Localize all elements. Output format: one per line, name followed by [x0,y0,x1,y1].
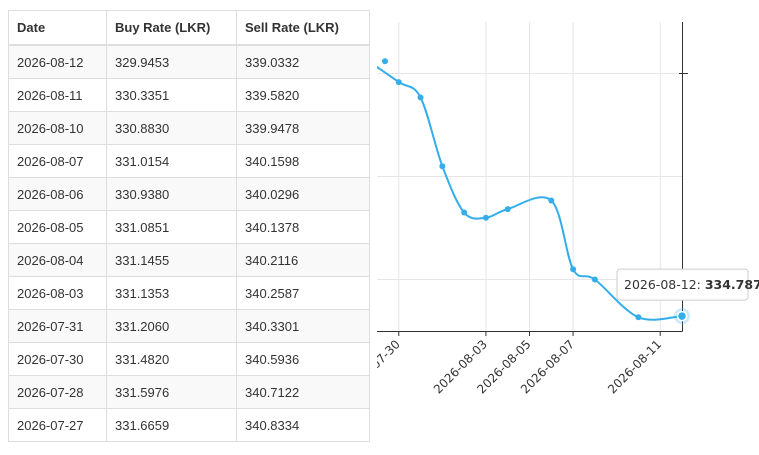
data-point [482,214,489,221]
header-buy-rate: Buy Rate (LKR) [106,10,237,46]
data-point [504,206,511,213]
rate-chart[interactable]: 2026-07-30 2026-08-03 2026-08-05 2026-08-07… [377,0,759,455]
cell-date: 2026-08-03 [8,276,107,310]
table-row: 2026-08-04 331.1455 340.2116 [8,243,370,277]
cell-buy-rate: 329.9453 [106,44,237,79]
table-row: 2026-08-11 330.3351 339.5820 [8,78,370,112]
table-row: 2026-07-28 331.5976 340.7122 [8,375,370,409]
tooltip-box [616,268,749,301]
data-point [395,79,402,86]
cell-date: 2026-08-11 [8,78,107,112]
cell-date: 2026-07-28 [8,375,107,409]
cell-sell-rate: 340.1598 [236,144,370,178]
table-row: 2026-08-05 331.0851 340.1378 [8,210,370,244]
tooltip-label: 2026-08-12: [624,277,705,292]
data-point [439,163,446,170]
cell-sell-rate: 339.9478 [236,111,370,145]
cell-buy-rate: 331.2060 [106,309,237,343]
x-tick-label: 2026-08-11 [605,337,664,396]
cell-buy-rate: 330.8830 [106,111,237,145]
hover-point [676,310,688,322]
table-row: 2026-07-27 331.6659 340.8334 [8,408,370,442]
cell-date: 2026-08-07 [8,144,107,178]
tooltip-text: 2026-08-12: 334.787 [624,277,759,292]
cell-date: 2026-08-06 [8,177,107,211]
cell-sell-rate: 340.5936 [236,342,370,376]
data-point [548,197,555,204]
x-tick-label: 2026-07-30 [377,337,403,396]
cell-sell-rate: 339.5820 [236,78,370,112]
cell-sell-rate: 340.7122 [236,375,370,409]
table-row: 2026-07-30 331.4820 340.5936 [8,342,370,376]
data-point [591,276,598,283]
table-row: 2026-08-06 330.9380 340.0296 [8,177,370,211]
cell-date: 2026-07-27 [8,408,107,442]
cell-buy-rate: 331.5976 [106,375,237,409]
cell-date: 2026-07-30 [8,342,107,376]
table-body: 2026-08-12 329.9453 339.0332 2026-08-11 330.… [8,44,370,442]
cell-sell-rate: 340.1378 [236,210,370,244]
cell-buy-rate: 331.1455 [106,243,237,277]
cell-buy-rate: 331.1353 [106,276,237,310]
cell-buy-rate: 330.9380 [106,177,237,211]
cell-date: 2026-08-12 [8,44,107,79]
table-row: 2026-07-31 331.2060 340.3301 [8,309,370,343]
table-row: 2026-08-12 329.9453 339.0332 [8,44,370,79]
tooltip-value: 334.787 [705,277,759,292]
table-row: 2026-08-07 331.0154 340.1598 [8,144,370,178]
chart-svg[interactable]: 2026-07-30 2026-08-032026-08-052026-08-07… [377,0,759,455]
cell-buy-rate: 331.0154 [106,144,237,178]
header-sell-rate: Sell Rate (LKR) [236,10,370,46]
cell-sell-rate: 340.8334 [236,408,370,442]
cell-buy-rate: 331.0851 [106,210,237,244]
cell-buy-rate: 331.4820 [106,342,237,376]
data-point [570,266,577,273]
table-header-row: Date Buy Rate (LKR) Sell Rate (LKR) [8,10,370,46]
rates-table: Date Buy Rate (LKR) Sell Rate (LKR) 2026… [8,10,370,442]
cell-date: 2026-08-04 [8,243,107,277]
data-point [635,314,642,321]
cell-sell-rate: 340.0296 [236,177,370,211]
header-date: Date [8,10,107,46]
cell-buy-rate: 330.3351 [106,78,237,112]
data-point [461,209,468,216]
cell-date: 2026-07-31 [8,309,107,343]
cell-date: 2026-08-05 [8,210,107,244]
cell-buy-rate: 331.6659 [106,408,237,442]
table-row: 2026-08-10 330.8830 339.9478 [8,111,370,145]
data-point [417,94,424,101]
table-row: 2026-08-03 331.1353 340.2587 [8,276,370,310]
cell-sell-rate: 340.2587 [236,276,370,310]
cell-sell-rate: 340.3301 [236,309,370,343]
cell-sell-rate: 340.2116 [236,243,370,277]
cell-sell-rate: 339.0332 [236,44,370,79]
data-point [382,58,388,65]
cell-date: 2026-08-10 [8,111,107,145]
